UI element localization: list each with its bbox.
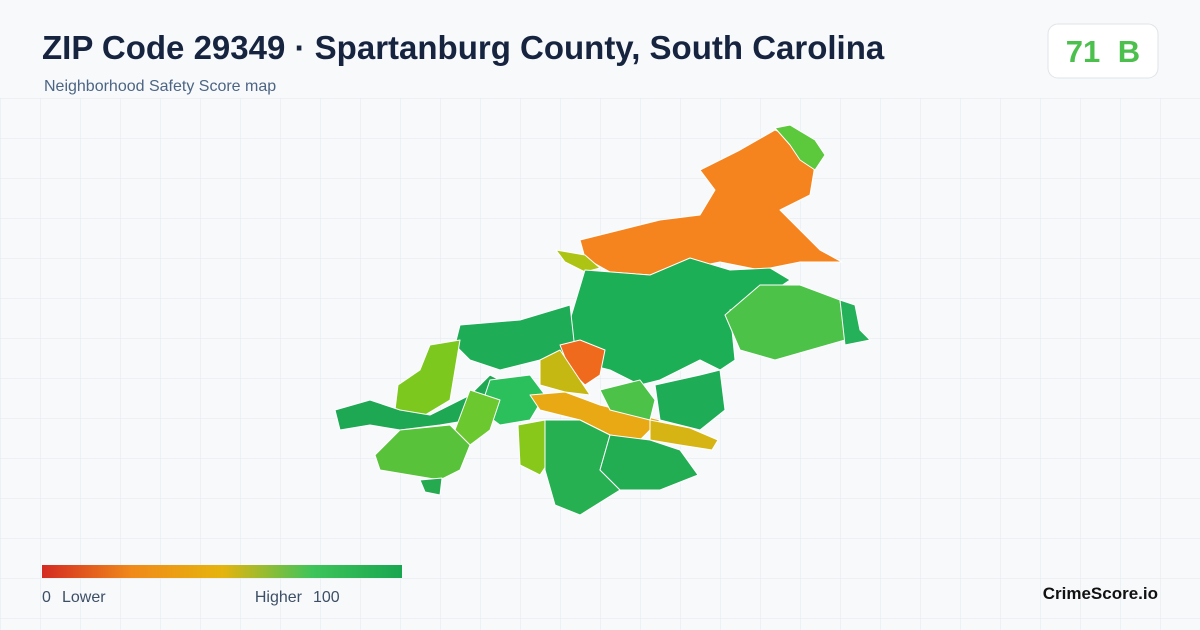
legend-scale — [42, 565, 402, 578]
map-region — [555, 249, 601, 273]
legend-min-label: Lower — [62, 589, 106, 606]
legend-max-label: Higher — [255, 589, 303, 606]
score-grade: B — [1118, 34, 1140, 69]
title: ZIP Code 29349 · Spartanburg County, Sou… — [42, 29, 885, 66]
map-region — [774, 124, 826, 171]
score-value: 71 — [1066, 34, 1100, 69]
score-badge — [1047, 23, 1159, 79]
brand: CrimeScore.io — [1043, 584, 1158, 603]
map-region — [599, 379, 656, 421]
legend-max: 100 — [313, 589, 340, 606]
map-region — [419, 477, 443, 496]
map-region — [839, 299, 871, 346]
map-region — [599, 434, 699, 491]
map-region — [724, 284, 846, 361]
subtitle: Neighborhood Safety Score map — [44, 78, 276, 95]
legend-min: 0 — [42, 589, 51, 606]
map-region — [539, 349, 591, 396]
map-region — [454, 389, 501, 446]
map — [334, 124, 871, 516]
map-region — [654, 369, 726, 431]
